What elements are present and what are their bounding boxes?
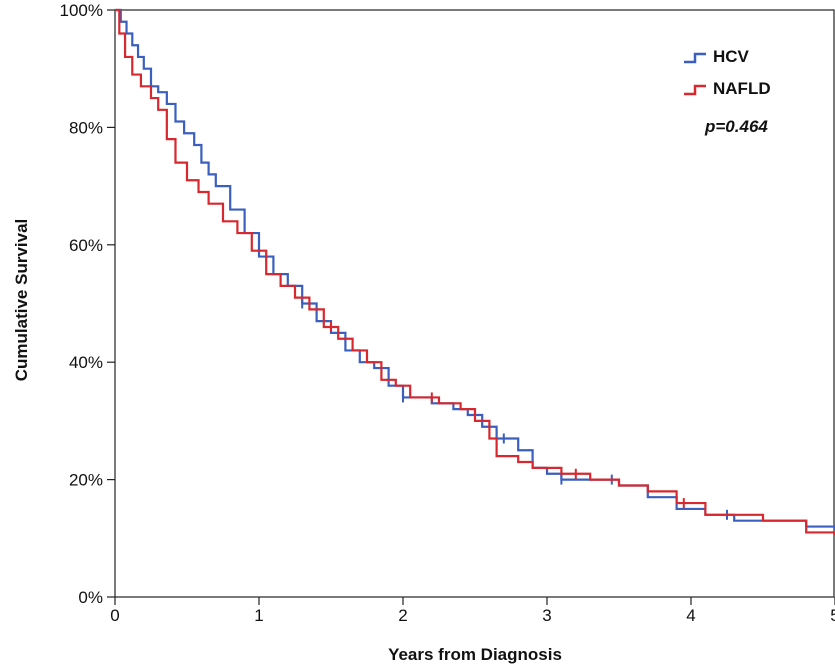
series-line-nafld <box>115 8 835 536</box>
x-tick-label: 4 <box>686 606 695 625</box>
x-tick-label: 5 <box>830 606 835 625</box>
x-tick-label: 0 <box>110 606 119 625</box>
legend-swatch-nafld <box>684 84 706 96</box>
y-tick-label: 80% <box>69 118 103 137</box>
x-axis-label: Years from Diagnosis <box>388 645 562 664</box>
plot-area-border <box>114 9 835 598</box>
legend: HCV NAFLD <box>684 47 771 98</box>
y-tick-label: 0% <box>78 588 103 607</box>
y-tick-label: 20% <box>69 471 103 490</box>
y-axis-label: Cumulative Survival <box>12 219 31 382</box>
x-tick-label: 3 <box>542 606 551 625</box>
legend-label-nafld: NAFLD <box>713 79 771 98</box>
legend-swatch-hcv <box>684 52 706 64</box>
y-tick-label: 100% <box>60 1 103 20</box>
y-tick-label: 60% <box>69 236 103 255</box>
x-tick-label: 2 <box>398 606 407 625</box>
plot-frame <box>114 9 835 598</box>
x-tick-label: 1 <box>254 606 263 625</box>
y-axis: 0% 20% 40% 60% 80% 100% <box>60 1 115 607</box>
x-axis: 0 1 2 3 4 5 <box>110 597 835 625</box>
series-layer <box>115 8 835 536</box>
legend-label-hcv: HCV <box>713 47 750 66</box>
p-value-annotation: p=0.464 <box>704 117 768 136</box>
y-tick-label: 40% <box>69 353 103 372</box>
